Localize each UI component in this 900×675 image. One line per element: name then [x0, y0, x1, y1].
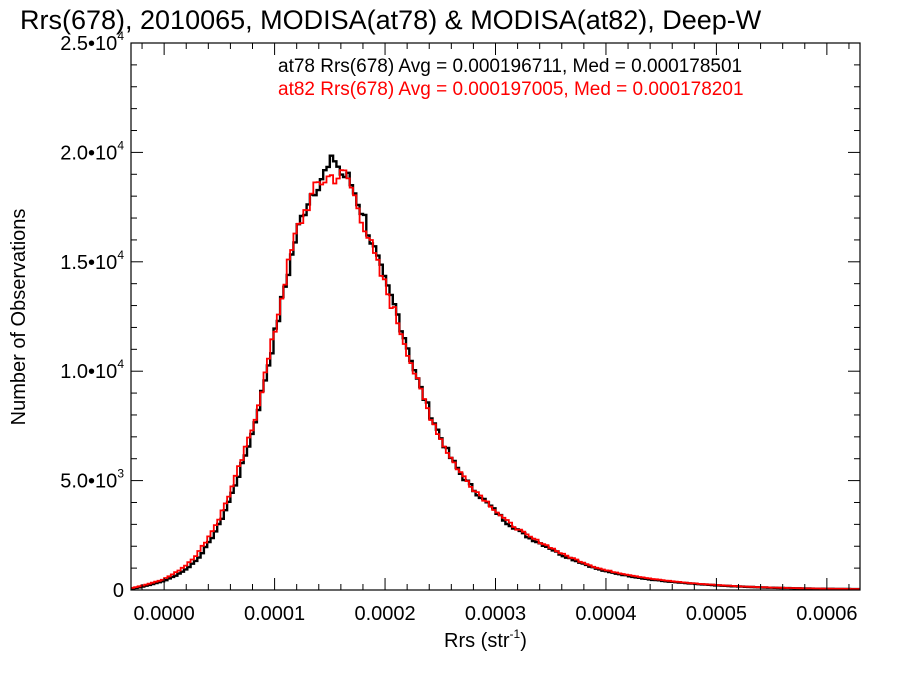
x-axis-label: Rrs (str-1) [444, 627, 527, 652]
x-axis-label-exp: -1 [510, 627, 521, 641]
x-tick-label: 0.0001 [244, 603, 305, 625]
x-tick-label: 0.0004 [575, 603, 636, 625]
x-tick-label: 0.0005 [686, 603, 747, 625]
x-tick-label: 0.0003 [465, 603, 526, 625]
y-tick-label: 1.5•104 [60, 248, 124, 274]
y-tick-label: 2.5•104 [60, 29, 124, 55]
y-tick-label: 0 [113, 580, 124, 602]
x-axis-label-close: ) [520, 630, 527, 652]
series-at78-histogram [131, 154, 860, 591]
x-tick-label: 0.0000 [134, 603, 195, 625]
chart-title: Rrs(678), 2010065, MODISA(at78) & MODISA… [20, 5, 762, 35]
y-axis-label: Number of Observations [8, 209, 30, 426]
x-tick-label: 0.0006 [796, 603, 857, 625]
y-tick-label: 5.0•103 [60, 467, 124, 493]
y-tick-label: 1.0•104 [60, 357, 124, 383]
legend-at78: at78 Rrs(678) Avg = 0.000196711, Med = 0… [278, 56, 742, 77]
x-tick-label: 0.0002 [354, 603, 415, 625]
y-tick-label: 2.0•104 [60, 138, 124, 164]
x-axis-label-main: Rrs (str [444, 630, 510, 652]
series-at82-histogram [131, 169, 860, 590]
legend-at82: at82 Rrs(678) Avg = 0.000197005, Med = 0… [278, 79, 744, 100]
